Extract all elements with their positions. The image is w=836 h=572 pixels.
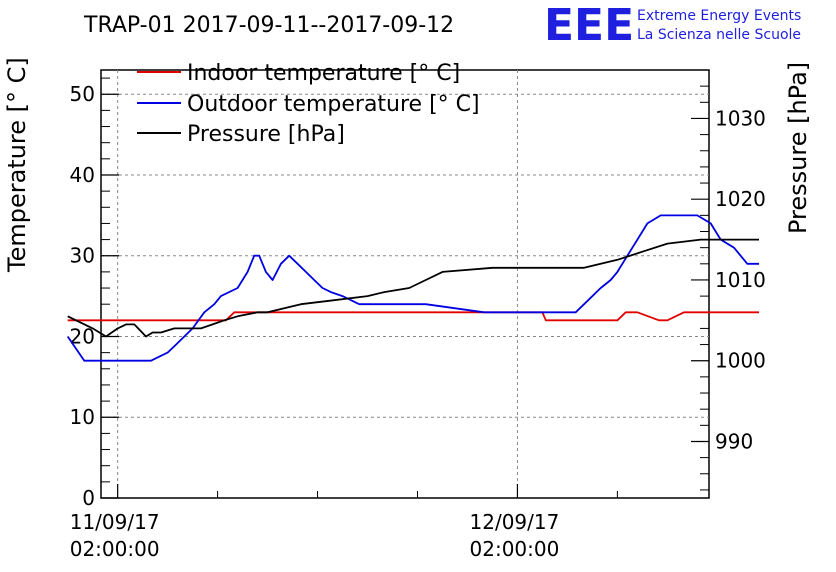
grid [101,70,709,498]
series-group [66,214,759,362]
series-line-pressure [67,238,759,338]
y-axis-title: Temperature [° C] [3,57,31,273]
legend: Indoor temperature [° C] Outdoor tempera… [137,61,480,147]
y2-tick-label: 1030 [715,106,766,130]
chart-title: TRAP-01 2017-09-11--2017-09-12 [83,13,454,38]
series-line-indoor [67,311,759,322]
legend-label-outdoor: Outdoor temperature [° C] [187,92,480,117]
logo-line1: Extreme Energy Events [637,8,801,24]
x-tick-label-time: 02:00:00 [470,537,560,561]
y2-tick-label: 1020 [715,187,766,211]
x-tick-label-date: 11/09/17 [70,510,160,534]
y-tick-label: 40 [70,163,95,187]
y2-tick-label: 990 [715,429,753,453]
logo-line2: La Scienza nelle Scuole [637,27,801,43]
y-tick-label: 0 [82,486,95,510]
eee-logo: EEE [544,0,634,51]
legend-label-indoor: Indoor temperature [° C] [187,61,460,86]
y-tick-label: 50 [70,82,95,106]
x-tick-label-date: 12/09/17 [470,510,560,534]
x-tick-label-time: 02:00:00 [70,537,160,561]
plot-frame [100,69,710,499]
axes: 01020304050990100010101020103011/09/1702… [70,69,766,561]
y2-axis-title: Pressure [hPa] [784,62,812,234]
y2-tick-label: 1000 [715,349,766,373]
y-tick-label: 30 [70,244,95,268]
legend-label-pressure: Pressure [hPa] [187,122,345,147]
y-tick-label: 10 [70,405,95,429]
y2-tick-label: 1010 [715,268,766,292]
series-line-outdoor [66,214,759,362]
